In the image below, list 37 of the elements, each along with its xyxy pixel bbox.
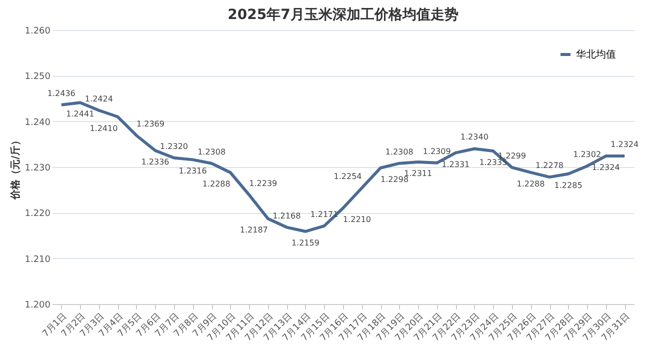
data-label: 1.2316 (178, 166, 207, 176)
data-label: 1.2324 (610, 140, 639, 150)
data-label: 1.2239 (249, 178, 278, 188)
data-label: 1.2254 (334, 172, 362, 182)
chart-title: 2025年7月玉米深加工价格均值走势 (228, 7, 458, 23)
data-label: 1.2288 (202, 179, 230, 188)
data-label: 1.2331 (442, 160, 470, 169)
data-label: 1.2320 (160, 142, 188, 151)
data-label: 1.2285 (554, 180, 582, 190)
y-tick-label: 1.200 (24, 300, 51, 310)
data-label: 1.2441 (66, 110, 94, 119)
y-tick-label: 1.240 (24, 118, 51, 128)
y-tick-label: 1.250 (24, 72, 51, 82)
data-label: 1.2340 (460, 132, 488, 142)
data-label: 1.2309 (422, 146, 451, 156)
data-label: 1.2187 (240, 226, 268, 235)
data-label: 1.2324 (592, 163, 620, 172)
data-label: 1.2436 (47, 88, 76, 98)
data-label: 1.2410 (90, 124, 118, 133)
y-tick-label: 1.210 (24, 254, 51, 265)
data-label: 1.2424 (84, 94, 113, 104)
y-axis-title: 价格（元/斤） (10, 136, 22, 200)
data-label: 1.2288 (516, 179, 545, 188)
y-tick-label: 1.230 (24, 164, 51, 174)
y-tick-label: 1.220 (24, 209, 51, 220)
data-label: 1.2308 (385, 147, 414, 156)
data-label: 1.2308 (198, 147, 226, 156)
data-label: 1.2168 (272, 211, 301, 220)
data-label: 1.2336 (141, 158, 170, 167)
data-label: 1.2302 (573, 150, 602, 160)
data-label: 1.2369 (136, 119, 164, 128)
y-tick-label: 1.260 (24, 26, 51, 36)
legend-label: 华北均值 (576, 48, 616, 60)
data-label: 1.2210 (343, 215, 371, 224)
data-label: 1.2159 (291, 238, 320, 248)
data-label: 1.2335 (479, 158, 508, 168)
data-label: 1.2278 (536, 161, 564, 170)
